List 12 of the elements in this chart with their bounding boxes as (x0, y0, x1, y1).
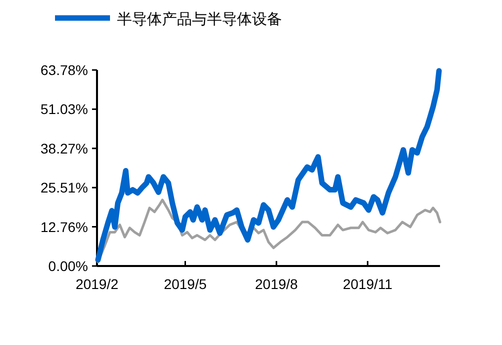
legend: 半导体产品与半导体设备 (55, 11, 282, 28)
x-tick-label: 2019/5 (164, 276, 207, 292)
y-tick-label: 25.51% (40, 180, 88, 196)
y-tick-label: 12.76% (40, 218, 88, 235)
x-tick-label: 2019/11 (342, 276, 393, 292)
y-tick-label: 38.27% (40, 140, 88, 156)
y-tick-label: 0.00% (48, 258, 88, 274)
y-tick-label: 51.03% (40, 101, 88, 118)
x-tick-label: 2019/2 (76, 276, 119, 292)
y-tick-label: 63.78% (40, 62, 88, 78)
x-tick-label: 2019/8 (255, 276, 298, 292)
legend-label: 半导体产品与半导体设备 (117, 11, 282, 28)
